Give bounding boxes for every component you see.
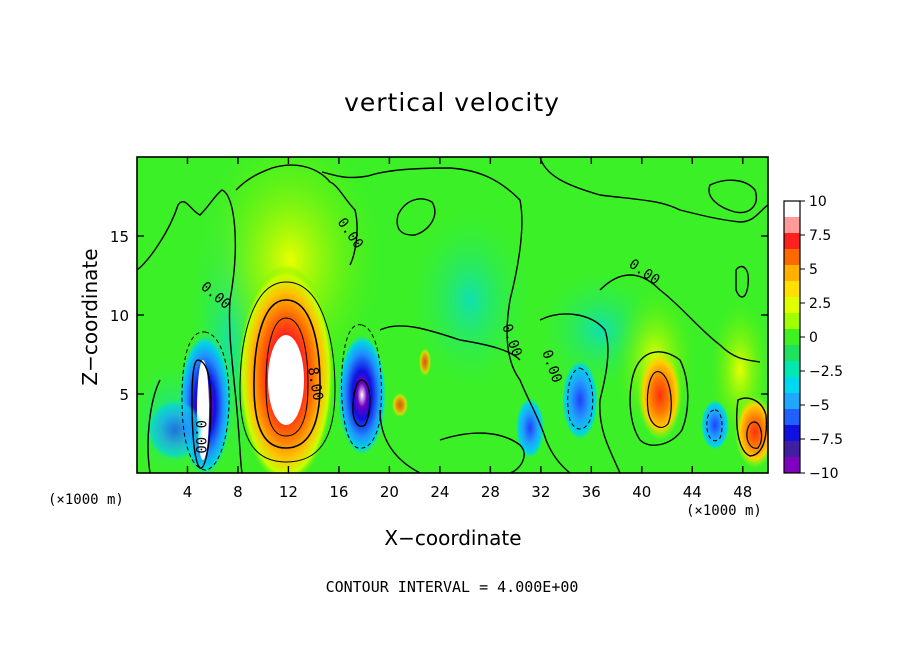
x-tick-label: 32 bbox=[531, 483, 550, 501]
contour-12 bbox=[265, 317, 309, 437]
updraft-white bbox=[268, 335, 304, 425]
field-patch bbox=[410, 210, 530, 390]
colorbar-tick-label: −7.5 bbox=[809, 432, 843, 448]
heatmap-field bbox=[137, 157, 768, 473]
contour-8 bbox=[253, 299, 321, 449]
contour-pos4 bbox=[746, 421, 763, 449]
y-axis-label: Z−coordinate bbox=[78, 248, 102, 386]
contour-label: 0.00 bbox=[192, 420, 208, 454]
colorbar-tick-label: 0 bbox=[809, 330, 818, 346]
colorbar-swatch bbox=[784, 233, 800, 250]
colorbar-tick-label: −10 bbox=[809, 466, 839, 482]
x-tick-label: 4 bbox=[183, 483, 193, 501]
contour-zero bbox=[137, 189, 243, 473]
x-tick-label: 12 bbox=[279, 483, 298, 501]
colorbar-swatch bbox=[784, 201, 800, 218]
contour-zero bbox=[235, 164, 358, 266]
colorbar-tick-label: 7.5 bbox=[809, 228, 831, 244]
colorbar: 10 7.5 5 2.5 0 −2.5 −5 −7.5 −10 bbox=[783, 194, 843, 482]
colorbar-swatch bbox=[784, 217, 800, 234]
downdraft-core-2 bbox=[338, 335, 386, 455]
contour-pos4 bbox=[646, 371, 672, 428]
colorbar-swatch bbox=[784, 297, 800, 314]
contour-neg4 bbox=[706, 409, 723, 442]
contour-zero bbox=[321, 167, 523, 301]
colorbar-tick-label: −2.5 bbox=[809, 364, 843, 380]
x-tick-label: 16 bbox=[329, 483, 348, 501]
contour-label: 8.00 bbox=[304, 366, 326, 402]
colorbar-swatch bbox=[784, 425, 800, 442]
contour-zero bbox=[506, 299, 571, 473]
downdraft-core-6 bbox=[147, 400, 203, 460]
contour-interval-note: CONTOUR INTERVAL = 4.000E+00 bbox=[325, 578, 579, 596]
chart-title: vertical velocity bbox=[344, 88, 560, 117]
updraft-core-3 bbox=[735, 396, 768, 468]
y-tick-label: 15 bbox=[110, 228, 129, 246]
x-unit-label: (×1000 m) bbox=[686, 503, 762, 519]
contour-neg4 bbox=[567, 367, 594, 430]
y-tick-label: 10 bbox=[110, 307, 129, 325]
contour-zero bbox=[708, 179, 757, 214]
colorbar-swatch bbox=[784, 281, 800, 298]
colorbar-swatch bbox=[784, 441, 800, 458]
updraft-core-4 bbox=[392, 393, 408, 417]
contour-neg8 bbox=[352, 379, 371, 427]
colorbar-swatch bbox=[784, 409, 800, 426]
x-tick-label: 28 bbox=[481, 483, 500, 501]
colorbar-tick-label: 10 bbox=[809, 194, 827, 210]
contour-zero bbox=[439, 432, 525, 473]
colorbar-tick-label: 2.5 bbox=[809, 296, 831, 312]
x-tick-label: 8 bbox=[233, 483, 243, 501]
downdraft-core-3 bbox=[562, 360, 598, 440]
colorbar-swatch bbox=[784, 329, 800, 346]
contour-zero bbox=[147, 379, 161, 473]
contour-neg4 bbox=[341, 324, 382, 449]
contour-zero bbox=[539, 313, 621, 473]
downdraft-core-4 bbox=[516, 398, 544, 458]
contour-neg8 bbox=[191, 359, 212, 469]
x-tick-label: 44 bbox=[683, 483, 702, 501]
contour-neg4 bbox=[181, 331, 230, 471]
x-tick-label: 24 bbox=[430, 483, 449, 501]
x-axis-ticks: 4 8 12 16 20 24 28 32 36 40 44 48 bbox=[183, 157, 752, 501]
contour-zero bbox=[599, 274, 761, 363]
contour-zero bbox=[396, 198, 436, 236]
contour-zero bbox=[735, 265, 750, 298]
x-tick-label: 20 bbox=[380, 483, 399, 501]
downdraft-core-5 bbox=[701, 400, 729, 450]
x-tick-label: 48 bbox=[733, 483, 752, 501]
updraft-core-5 bbox=[419, 348, 431, 376]
contour-zero bbox=[736, 397, 768, 457]
colorbar-swatch bbox=[784, 457, 800, 474]
contour-4 bbox=[239, 281, 336, 463]
z-unit-label: (×1000 m) bbox=[48, 492, 124, 508]
colorbar-tick-label: 5 bbox=[809, 262, 818, 278]
contour-lines bbox=[137, 157, 768, 473]
contour-zero bbox=[539, 157, 768, 223]
y-axis-ticks: 5 10 15 bbox=[110, 228, 768, 404]
updraft-core-2 bbox=[638, 350, 682, 440]
colorbar-swatch bbox=[784, 377, 800, 394]
colorbar-swatch bbox=[784, 249, 800, 266]
contour-zero bbox=[379, 325, 521, 361]
contour-zero bbox=[629, 351, 689, 446]
colorbar-swatch bbox=[784, 393, 800, 410]
colorbar-swatch bbox=[784, 361, 800, 378]
colorbar-swatch bbox=[784, 265, 800, 282]
colorbar-swatch bbox=[784, 345, 800, 362]
colorbar-tick-label: −5 bbox=[809, 398, 830, 414]
x-tick-label: 40 bbox=[632, 483, 651, 501]
x-tick-label: 36 bbox=[582, 483, 601, 501]
colorbar-swatch bbox=[784, 313, 800, 330]
x-axis-label: X−coordinate bbox=[384, 526, 522, 550]
y-tick-label: 5 bbox=[119, 386, 129, 404]
